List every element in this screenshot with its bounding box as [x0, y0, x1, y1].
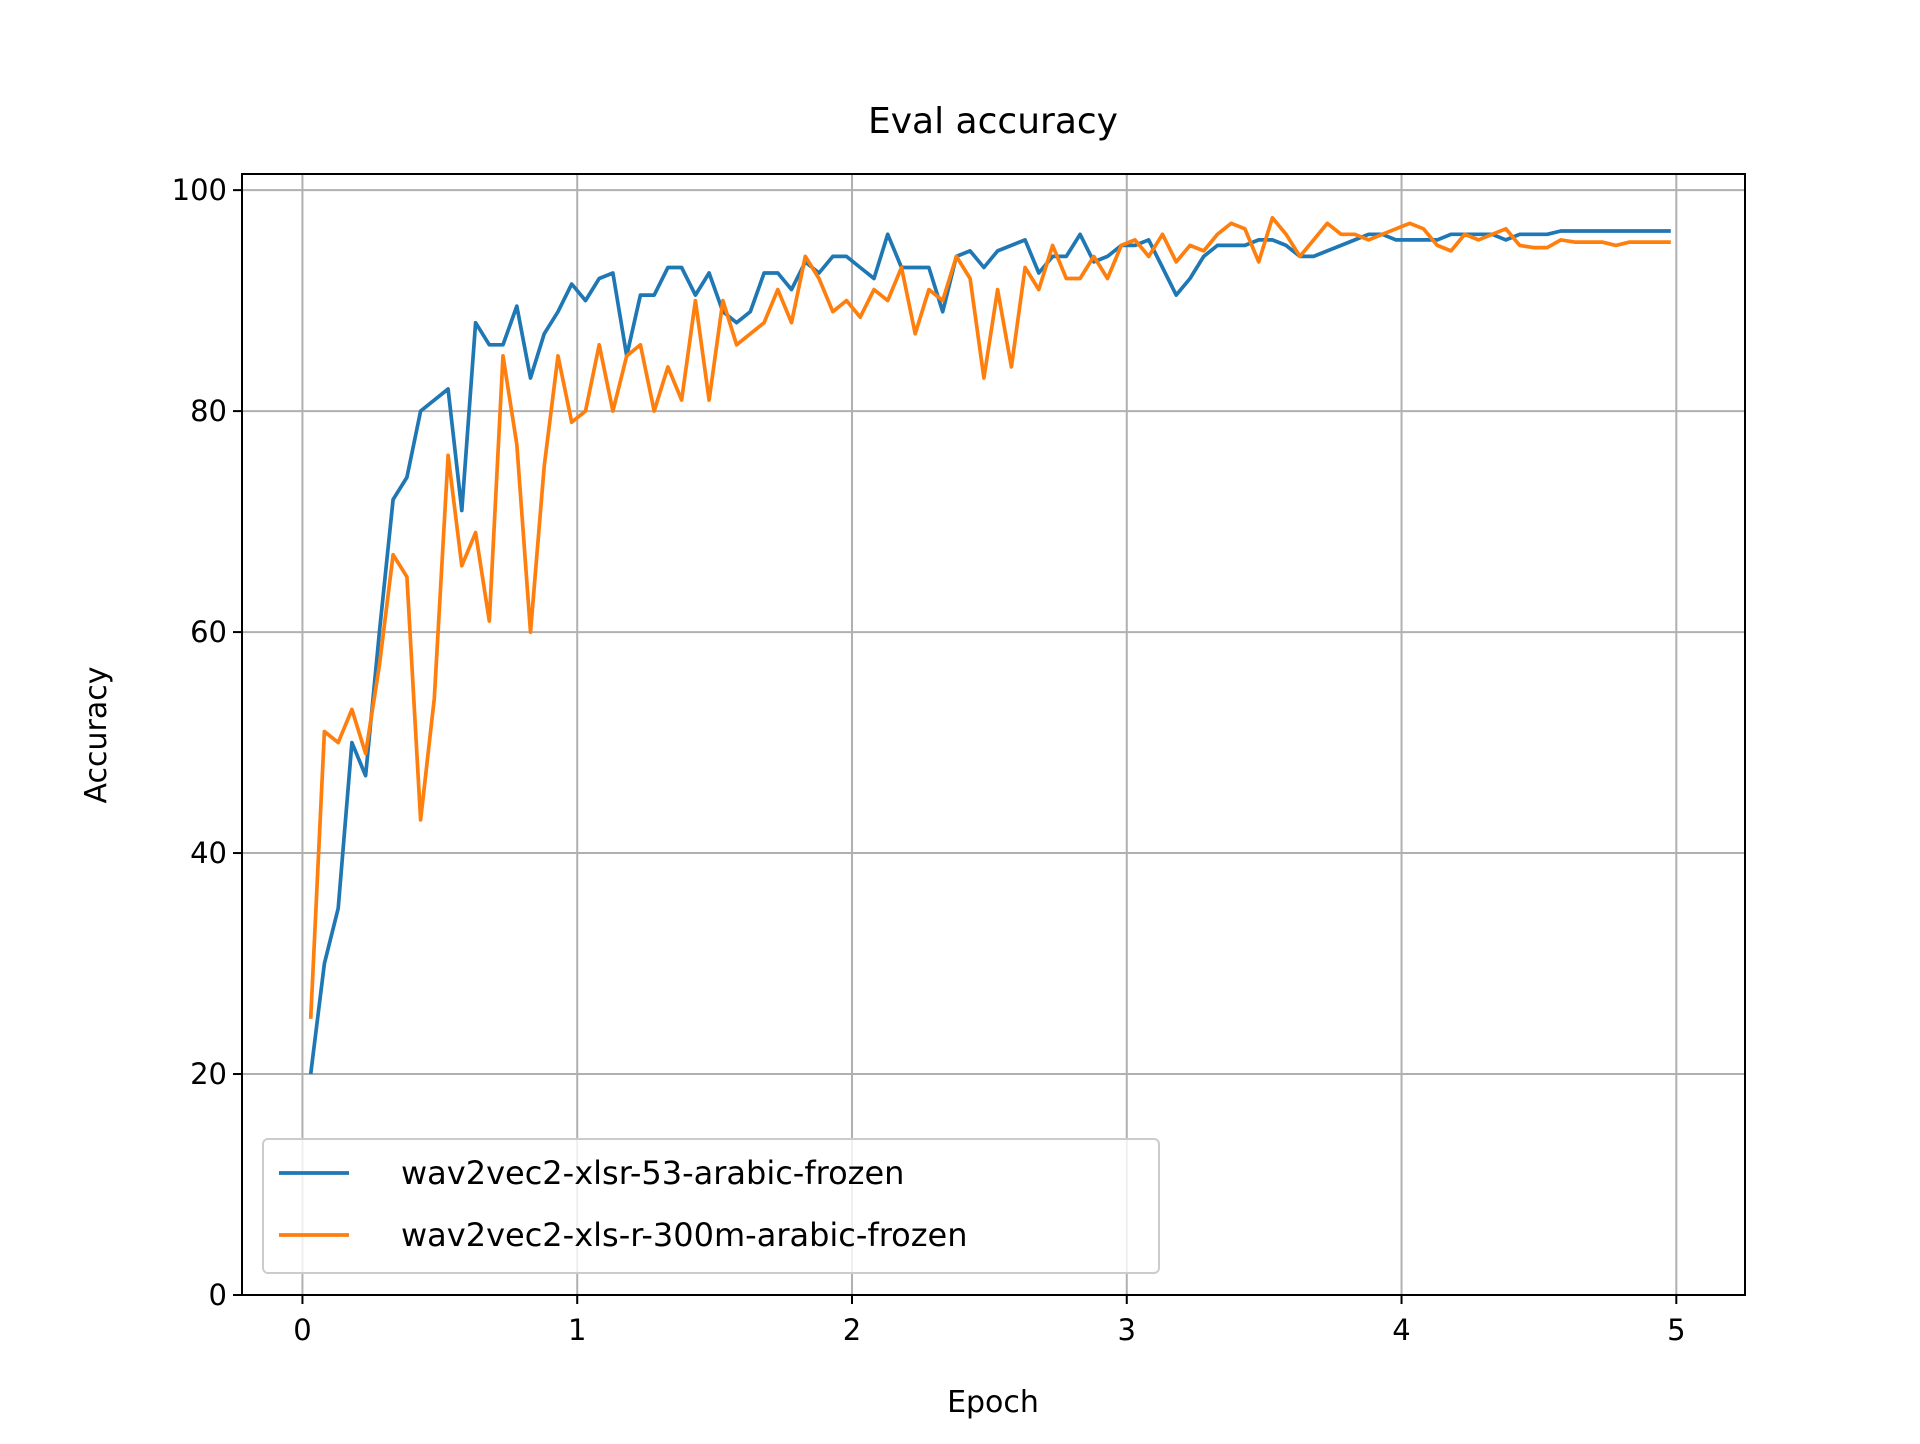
plot-frame	[241, 173, 1746, 1296]
y-tick-label: 40	[190, 836, 227, 870]
y-tick-label: 80	[190, 394, 227, 428]
x-axis-label: Epoch	[947, 1385, 1039, 1420]
x-tick-label: 3	[1118, 1313, 1136, 1347]
y-tick-label: 60	[190, 615, 227, 649]
y-tick-label: 100	[172, 173, 227, 207]
y-axis-label: Accuracy	[79, 667, 114, 804]
y-tick-label: 0	[209, 1278, 227, 1312]
x-tick-label: 0	[293, 1313, 311, 1347]
series-line	[308, 229, 1671, 1075]
legend-label: wav2vec2-xls-r-300m-arabic-frozen	[401, 1216, 967, 1254]
chart-title: Eval accuracy	[868, 101, 1118, 142]
x-tick-label: 2	[843, 1313, 861, 1347]
legend: wav2vec2-xlsr-53-arabic-frozen wav2vec2-x…	[262, 1138, 1160, 1274]
x-tick-label: 1	[568, 1313, 586, 1347]
legend-frame	[262, 1138, 1160, 1274]
x-tick-label: 4	[1392, 1313, 1410, 1347]
legend-label: wav2vec2-xlsr-53-arabic-frozen	[401, 1154, 904, 1192]
x-tick-label: 5	[1667, 1313, 1685, 1347]
y-tick-label: 20	[190, 1057, 227, 1091]
series-line	[308, 215, 1671, 1019]
